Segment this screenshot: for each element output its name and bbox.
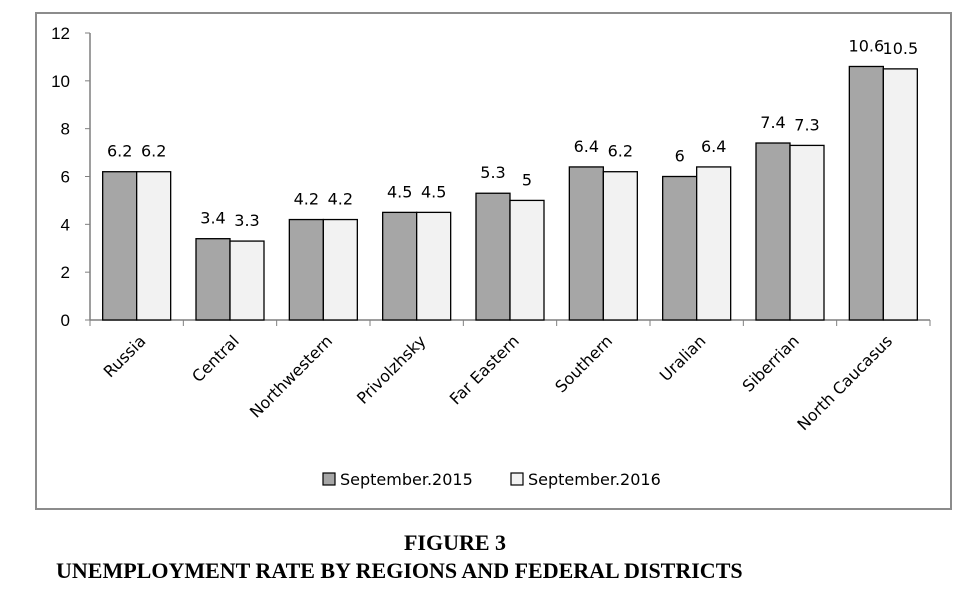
bar [882,68,918,321]
y-tick-label: 8 [61,120,70,139]
data-label: 6.2 [107,142,132,161]
bar [288,218,324,321]
data-label: 6 [675,147,685,166]
data-label: 6.2 [608,142,633,161]
data-label: 10.6 [849,36,885,55]
data-label: 10.5 [883,39,919,58]
y-tick-label: 6 [61,168,70,187]
bar-chart: 0 2 4 6 8 10 12 6.2 6.2 Russia 3.4 3.3 Central 4.2 4.2… [51,24,931,489]
legend-label: September.2015 [340,470,473,489]
y-tick-label: 4 [61,215,70,234]
legend-swatch [510,472,524,486]
bar [568,166,604,321]
bar [416,211,452,321]
y-tick-label: 2 [61,263,70,282]
data-label: 6.4 [701,137,726,156]
y-tick-label: 12 [51,24,70,43]
category-label: Privolzhsky [353,331,429,407]
data-label: 4.5 [421,182,446,201]
bar [696,166,732,321]
category-label: Southern [551,331,616,396]
bar [475,192,511,321]
bar [136,171,172,321]
bar [229,240,265,321]
y-tick-label: 10 [51,72,70,91]
legend-label: September.2016 [528,470,661,489]
data-label: 4.5 [387,182,412,201]
category-label: Northwestern [246,331,336,421]
category-label: Siberrian [739,331,803,395]
category-label: Far Eastern [446,331,523,408]
legend-swatch [322,472,336,486]
bar [102,171,138,321]
bar [789,144,825,321]
bar [322,218,358,321]
category-label: North Caucasus [793,331,896,434]
data-label: 4.2 [294,190,319,209]
figure-caption: UNEMPLOYMENT RATE BY REGIONS AND FEDERAL… [56,558,743,583]
bar [509,199,545,321]
data-label: 7.3 [794,115,819,134]
data-label: 3.4 [200,209,225,228]
category-label: Central [188,331,243,386]
data-label: 6.2 [141,142,166,161]
bar [848,65,884,321]
figure-number: FIGURE 3 [403,530,507,555]
bar [662,175,698,321]
y-tick-label: 0 [61,311,70,330]
data-label: 5.3 [480,163,505,182]
data-label: 6.4 [574,137,599,156]
bar [382,211,418,321]
data-label: 7.4 [760,113,785,132]
data-label: 3.3 [234,211,259,230]
data-label: 4.2 [328,190,353,209]
bar [755,142,791,321]
data-label: 5 [522,170,532,189]
bar [195,238,231,321]
category-label: Uralian [656,331,710,385]
category-label: Russia [100,331,150,381]
bar [602,171,638,321]
